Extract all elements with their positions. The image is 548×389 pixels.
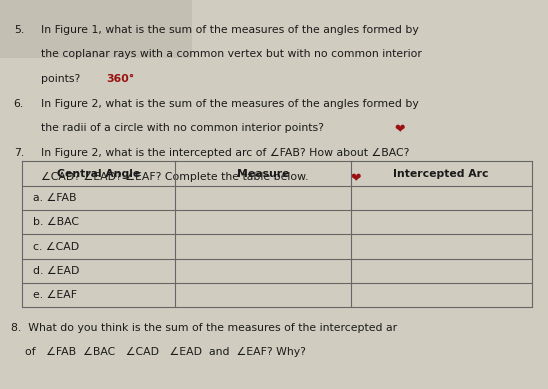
Text: In Figure 1, what is the sum of the measures of the angles formed by: In Figure 1, what is the sum of the meas… (41, 25, 419, 35)
Text: 6.: 6. (14, 99, 24, 109)
Text: the radii of a circle with no common interior points?: the radii of a circle with no common int… (41, 123, 324, 133)
Text: c. ∠CAD: c. ∠CAD (33, 242, 79, 252)
Text: Measure: Measure (237, 168, 289, 179)
Text: a. ∠FAB: a. ∠FAB (33, 193, 76, 203)
Text: b. ∠BAC: b. ∠BAC (33, 217, 79, 227)
Text: 5.: 5. (14, 25, 24, 35)
Text: e. ∠EAF: e. ∠EAF (33, 290, 77, 300)
Text: points?: points? (41, 74, 84, 84)
Text: 360°: 360° (106, 74, 134, 84)
Text: the coplanar rays with a common vertex but with no common interior: the coplanar rays with a common vertex b… (41, 49, 422, 60)
Text: d. ∠EAD: d. ∠EAD (33, 266, 79, 276)
Text: ❤: ❤ (351, 172, 361, 186)
Text: ∠CAD? ∠EAD? ∠EAF? Complete the table below.: ∠CAD? ∠EAD? ∠EAF? Complete the table bel… (41, 172, 309, 182)
Text: In Figure 2, what is the sum of the measures of the angles formed by: In Figure 2, what is the sum of the meas… (41, 99, 419, 109)
Text: 7.: 7. (14, 148, 24, 158)
Text: of   ∠FAB  ∠BAC   ∠CAD   ∠EAD  and  ∠EAF? Why?: of ∠FAB ∠BAC ∠CAD ∠EAD and ∠EAF? Why? (11, 347, 306, 357)
Text: 8.  What do you think is the sum of the measures of the intercepted ar: 8. What do you think is the sum of the m… (11, 323, 397, 333)
Text: In Figure 2, what is the intercepted arc of ∠FAB? How about ∠BAC?: In Figure 2, what is the intercepted arc… (41, 148, 409, 158)
Bar (0, 0, 192, 58)
Text: ❤: ❤ (395, 123, 405, 136)
Text: Intercepted Arc: Intercepted Arc (393, 168, 489, 179)
Text: Central Angle: Central Angle (57, 168, 140, 179)
